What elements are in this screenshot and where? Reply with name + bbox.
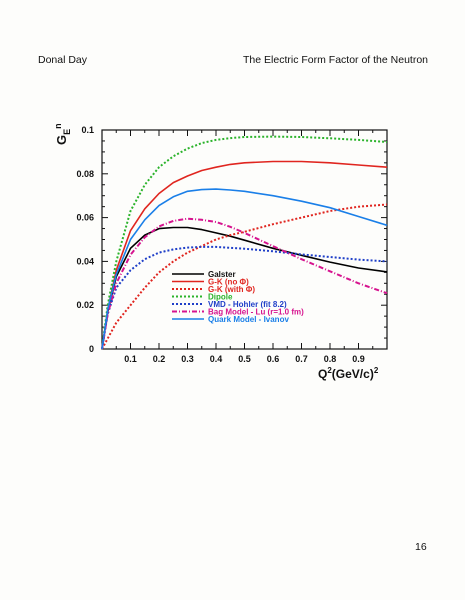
legend-label-1: G-K (no Φ) [208, 278, 249, 287]
series-line-1 [101, 160, 388, 350]
legend-label-3: Dipole [208, 293, 233, 302]
page-number: 16 [415, 541, 427, 553]
series-line-5 [101, 217, 388, 350]
legend-label-5: Bag Model - Lu (r=1.0 fm) [208, 308, 304, 317]
y-tick-label: 0.04 [76, 256, 94, 266]
y-tick-label: 0.06 [76, 213, 94, 223]
y-tick-label: 0 [89, 344, 94, 354]
series-line-3 [101, 135, 388, 350]
y-tick-label: 0.08 [76, 169, 94, 179]
x-tick-label: 0.3 [181, 354, 194, 364]
y-tick-label: 0.1 [81, 125, 94, 135]
x-tick-label: 0.1 [124, 354, 137, 364]
x-tick-label: 0.6 [267, 354, 280, 364]
header-author: Donal Day [38, 54, 88, 66]
x-tick-label: 0.8 [324, 354, 337, 364]
legend-label-0: Galster [208, 270, 236, 279]
x-tick-label: 0.7 [295, 354, 308, 364]
x-tick-label: 0.2 [153, 354, 166, 364]
x-axis-title: Q2(GeV/c)2 [318, 366, 379, 381]
x-tick-label: 0.5 [238, 354, 251, 364]
legend-label-6: Quark Model - Ivanov [208, 315, 289, 324]
x-tick-label: 0.4 [210, 354, 223, 364]
y-axis-title: GEn [53, 123, 72, 145]
series-line-0 [101, 226, 388, 350]
legend-label-4: VMD - Hohler (fit 8.2) [208, 300, 287, 309]
x-tick-label: 0.9 [352, 354, 365, 364]
series-line-2 [101, 203, 388, 350]
series-line-4 [101, 245, 388, 350]
y-tick-label: 0.02 [76, 300, 94, 310]
legend-label-2: G-K (with Φ) [208, 285, 255, 294]
series-line-6 [101, 188, 388, 350]
header-title: The Electric Form Factor of the Neutron [243, 54, 428, 66]
